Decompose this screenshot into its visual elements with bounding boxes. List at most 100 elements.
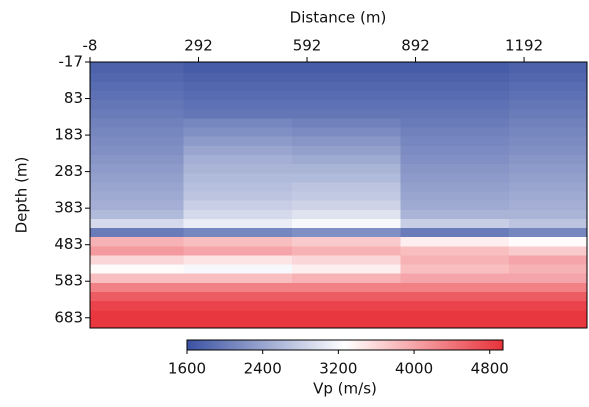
- heat-cell: [183, 246, 293, 256]
- heat-cell: [508, 91, 588, 101]
- heat-cell: [508, 255, 588, 266]
- heat-cell: [90, 81, 184, 92]
- heat-cell: [508, 301, 588, 311]
- heat-cell: [291, 173, 401, 183]
- heat-cell: [183, 273, 293, 284]
- heat-cell: [400, 81, 510, 92]
- heat-cell: [183, 237, 293, 247]
- heat-cell: [400, 273, 510, 284]
- heat-cell: [508, 292, 588, 302]
- plot-frame: [89, 61, 588, 329]
- heat-cell: [508, 191, 588, 202]
- heat-cell: [90, 264, 184, 275]
- heat-cell: [508, 228, 588, 238]
- x-tick-label: 292: [184, 37, 213, 55]
- heat-cell: [90, 282, 184, 293]
- heat-cell: [291, 264, 401, 275]
- heat-cell: [183, 91, 293, 101]
- heat-cell: [400, 109, 510, 119]
- heat-cell: [291, 292, 401, 302]
- heat-cell: [291, 255, 401, 266]
- heat-cell: [400, 100, 510, 110]
- y-tick-label: 83: [64, 89, 83, 107]
- heat-cell: [291, 118, 401, 129]
- heat-cell: [90, 118, 184, 129]
- heat-cell: [183, 62, 293, 74]
- heat-cell: [291, 91, 401, 101]
- heat-cell: [508, 182, 588, 193]
- heat-cell: [90, 310, 184, 320]
- heat-cell: [291, 319, 401, 329]
- heat-cell: [400, 154, 510, 165]
- x-tick-label: -8: [83, 37, 98, 55]
- heat-cell: [291, 200, 401, 211]
- heat-cell: [400, 218, 510, 229]
- heat-cell: [291, 310, 401, 320]
- heat-cell: [90, 191, 184, 202]
- heat-cell: [90, 154, 184, 165]
- colorbar-tick-label: 2400: [244, 360, 282, 378]
- x-tick-label: 1192: [505, 37, 543, 55]
- heat-cell: [183, 319, 293, 329]
- heat-cell: [508, 218, 588, 229]
- heat-cell: [400, 127, 510, 138]
- heat-cell: [183, 301, 293, 311]
- heat-cell: [508, 118, 588, 129]
- heat-cell: [183, 81, 293, 92]
- heat-cell: [291, 136, 401, 147]
- heat-cell: [400, 118, 510, 129]
- colorbar-tick-label: 3200: [319, 360, 357, 378]
- heat-cell: [400, 319, 510, 329]
- heat-cell: [183, 136, 293, 147]
- colorbar-tick-label: 4000: [395, 360, 433, 378]
- y-tick-label: 483: [54, 235, 83, 253]
- heat-cell: [508, 127, 588, 138]
- heat-cell: [400, 237, 510, 247]
- heat-cell: [90, 237, 184, 247]
- heat-cell: [400, 200, 510, 211]
- heat-cell: [183, 118, 293, 129]
- heat-cell: [400, 72, 510, 83]
- heat-cell: [400, 264, 510, 275]
- heat-cell: [291, 72, 401, 83]
- heat-cell: [90, 72, 184, 83]
- heat-cell: [400, 246, 510, 256]
- heat-cell: [90, 301, 184, 311]
- y-axis-label: Depth (m): [13, 157, 31, 234]
- heat-cell: [90, 273, 184, 284]
- heat-cell: [291, 164, 401, 174]
- heat-cell: [400, 173, 510, 183]
- heat-cell: [291, 182, 401, 193]
- heat-cell: [400, 292, 510, 302]
- heat-cell: [90, 228, 184, 238]
- heat-cell: [291, 273, 401, 284]
- heat-cell: [90, 209, 184, 220]
- heat-cell: [291, 246, 401, 256]
- heat-cell: [291, 127, 401, 138]
- heat-cell: [508, 145, 588, 156]
- heat-cell: [508, 310, 588, 320]
- heat-cell: [400, 191, 510, 202]
- heat-cell: [508, 100, 588, 110]
- heat-cell: [183, 173, 293, 183]
- heat-cell: [90, 319, 184, 329]
- heat-cell: [90, 164, 184, 174]
- heat-cell: [508, 273, 588, 284]
- heat-cell: [291, 282, 401, 293]
- x-tick-label: 592: [293, 37, 322, 55]
- heat-cell: [508, 136, 588, 147]
- heat-cell: [400, 91, 510, 101]
- heat-cell: [183, 310, 293, 320]
- heat-cell: [508, 264, 588, 275]
- colorbar-label: Vp (m/s): [313, 380, 377, 398]
- heat-cell: [90, 292, 184, 302]
- x-tick-label: 892: [401, 37, 430, 55]
- heat-cell: [291, 301, 401, 311]
- heat-cell: [90, 200, 184, 211]
- heat-cell: [90, 246, 184, 256]
- heat-cell: [183, 264, 293, 275]
- heat-cell: [291, 237, 401, 247]
- heat-cell: [183, 255, 293, 266]
- heat-cell: [90, 100, 184, 110]
